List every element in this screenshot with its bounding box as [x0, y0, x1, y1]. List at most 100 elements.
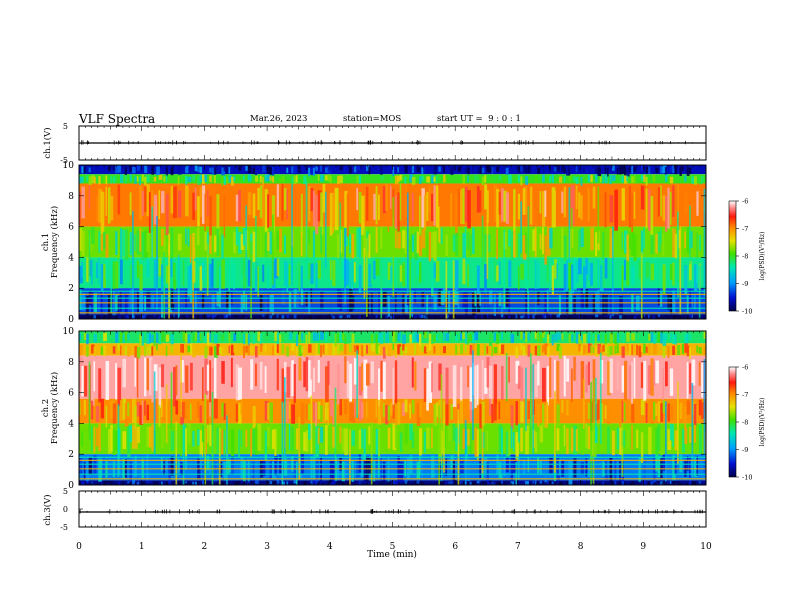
spectrogram-line [79, 312, 706, 314]
spectrogram-streak [493, 175, 497, 181]
spectrogram-streak [378, 346, 380, 354]
spectrogram-streak [170, 227, 174, 259]
spectrogram-streak [168, 314, 172, 319]
spectrogram-streak [308, 331, 311, 344]
spectrogram-streak [440, 374, 443, 466]
spectrogram-streak [153, 334, 156, 346]
spectrogram-streak [226, 165, 228, 174]
spectrogram-streak [645, 176, 648, 186]
spectrogram-streak [428, 343, 432, 351]
spectrogram-streak [310, 263, 314, 284]
spectrogram-streak [414, 343, 417, 355]
spectrogram-streak [467, 264, 469, 287]
spectrogram-streak [98, 346, 102, 355]
spectrogram-streak [580, 176, 583, 186]
spectrogram-streak [534, 259, 537, 290]
spectrogram-streak [255, 426, 259, 455]
spectrogram-streak [467, 455, 471, 482]
spectrogram-streak [146, 184, 150, 217]
spectrogram-streak [537, 360, 540, 386]
spectrogram-streak [686, 315, 690, 319]
spectrogram-streak [472, 350, 474, 441]
spectrogram-streak [112, 176, 116, 184]
spectrogram-streak [363, 343, 366, 354]
spectrogram-streak [698, 175, 703, 185]
spectrogram-streak [423, 331, 427, 339]
spectrogram-streak [334, 346, 338, 355]
spectrogram-streak [308, 344, 312, 353]
spectrogram-streak [305, 334, 308, 345]
spectrogram-streak [165, 290, 170, 313]
spectrogram-streak [339, 165, 343, 171]
spectrogram-streak [204, 358, 208, 395]
spectrogram-streak [426, 294, 429, 319]
spectrogram-streak [380, 331, 384, 344]
spectrogram-streak [107, 294, 112, 319]
spectrogram-streak [566, 400, 569, 416]
spectrogram-streak [81, 314, 85, 319]
spectrogram-streak [288, 423, 291, 451]
spectrogram-streak [296, 346, 299, 357]
spectrogram-streak [660, 185, 662, 217]
spectrogram-streak [91, 481, 93, 485]
spectrogram-streak [120, 174, 124, 183]
spectrogram-streak [486, 314, 489, 318]
spectrogram-streak [607, 346, 611, 357]
spectrogram-streak [329, 193, 333, 236]
spectrogram-streak [573, 259, 577, 290]
spectrogram-streak [120, 332, 123, 343]
spectrogram-streak [192, 333, 195, 343]
spectrogram-streak [283, 377, 286, 469]
spectrogram-streak [95, 314, 98, 319]
spectrogram-streak [537, 331, 539, 343]
spectrogram-streak [467, 333, 470, 345]
colorbar-tick-label: -8 [742, 253, 748, 261]
spectrogram-streak [624, 175, 628, 184]
spectrogram-streak [445, 315, 449, 319]
spectrogram-streak [214, 333, 218, 344]
spectrogram-streak [542, 165, 545, 174]
spectrogram-streak [583, 333, 587, 343]
spectrogram-streak [194, 481, 197, 485]
spectrogram-streak [320, 226, 322, 253]
spectrogram-streak [206, 175, 209, 185]
spectrogram-streak [546, 289, 549, 312]
spectrogram-streak [235, 364, 239, 401]
spectrogram-streak [568, 187, 571, 263]
spectrogram-streak [344, 259, 348, 287]
spectrogram-streak [293, 364, 296, 404]
spectrogram-streak [503, 457, 506, 476]
spectrogram-streak [462, 232, 467, 262]
spectrogram-streak [419, 346, 423, 353]
spectrogram-streak [686, 456, 689, 471]
spectrogram-streak [197, 196, 200, 227]
spectrogram-streak [462, 187, 465, 224]
spectrogram-streak [561, 227, 564, 258]
spectrogram-streak [346, 331, 350, 344]
spectrogram-streak [484, 368, 488, 395]
spectrogram-streak [324, 402, 329, 421]
spectrogram-streak [667, 176, 672, 185]
spectrogram-streak [240, 456, 244, 479]
spectrogram-streak [419, 262, 422, 283]
spectrogram-streak [100, 346, 104, 355]
spectrogram-streak [488, 167, 493, 173]
spectrogram-streak [110, 424, 113, 452]
spectrogram-streak [250, 481, 254, 484]
spectrogram-streak [445, 367, 449, 405]
spectrogram-streak [433, 262, 437, 279]
spectrogram-streak [689, 457, 691, 478]
spectrogram-streak [433, 176, 436, 183]
station-label: station=MOS [343, 114, 402, 124]
spectrogram-streak [252, 461, 255, 479]
spectrogram-streak [643, 174, 646, 182]
spectrogram-streak [616, 360, 620, 391]
spectrogram-streak [353, 165, 357, 173]
spectrogram-streak [79, 176, 82, 184]
spectrogram-streak [177, 480, 181, 485]
spectrogram-streak [81, 293, 86, 311]
spectrogram-streak [211, 294, 215, 310]
spectrogram-streak [493, 259, 497, 282]
spectrogram-streak [132, 211, 134, 318]
spectrogram-streak [197, 480, 199, 484]
